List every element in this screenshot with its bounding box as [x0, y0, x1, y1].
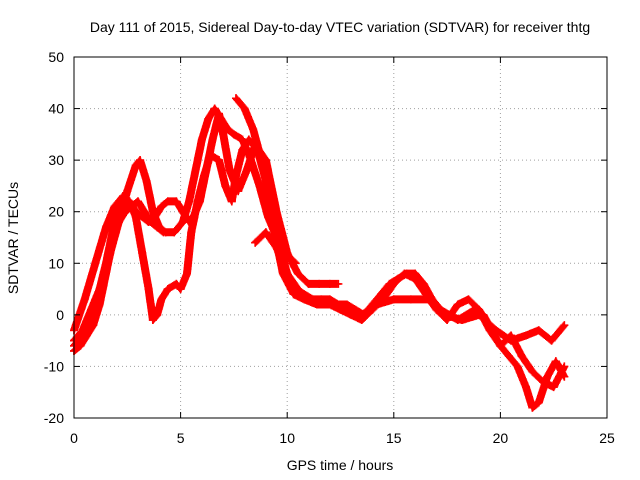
chart-title: Day 111 of 2015, Sidereal Day-to-day VTE… [90, 19, 590, 35]
y-tick-label: 10 [48, 255, 64, 271]
y-axis-label: SDTVAR / TECUs [5, 182, 21, 294]
series-track-5 [251, 228, 569, 392]
series-markers [251, 228, 568, 392]
x-tick-label: 25 [599, 430, 615, 446]
x-tick-label: 20 [493, 430, 509, 446]
y-tick-label: 40 [48, 101, 64, 117]
y-tick-label: 50 [48, 49, 64, 65]
x-axis-label: GPS time / hours [287, 457, 394, 473]
y-tick-label: 0 [56, 307, 64, 323]
x-tick-label: 10 [279, 430, 295, 446]
data-points [70, 94, 569, 412]
y-tick-label: 20 [48, 204, 64, 220]
axis-ticks: 0 5 10 15 20 25 -20 -10 0 10 20 30 40 50 [44, 49, 615, 446]
x-tick-label: 5 [177, 430, 185, 446]
y-tick-label: 30 [48, 152, 64, 168]
y-tick-label: -20 [44, 410, 64, 426]
plot-frame [73, 56, 608, 419]
y-tick-label: -10 [44, 358, 64, 374]
x-tick-label: 0 [70, 430, 78, 446]
x-tick-label: 15 [386, 430, 402, 446]
